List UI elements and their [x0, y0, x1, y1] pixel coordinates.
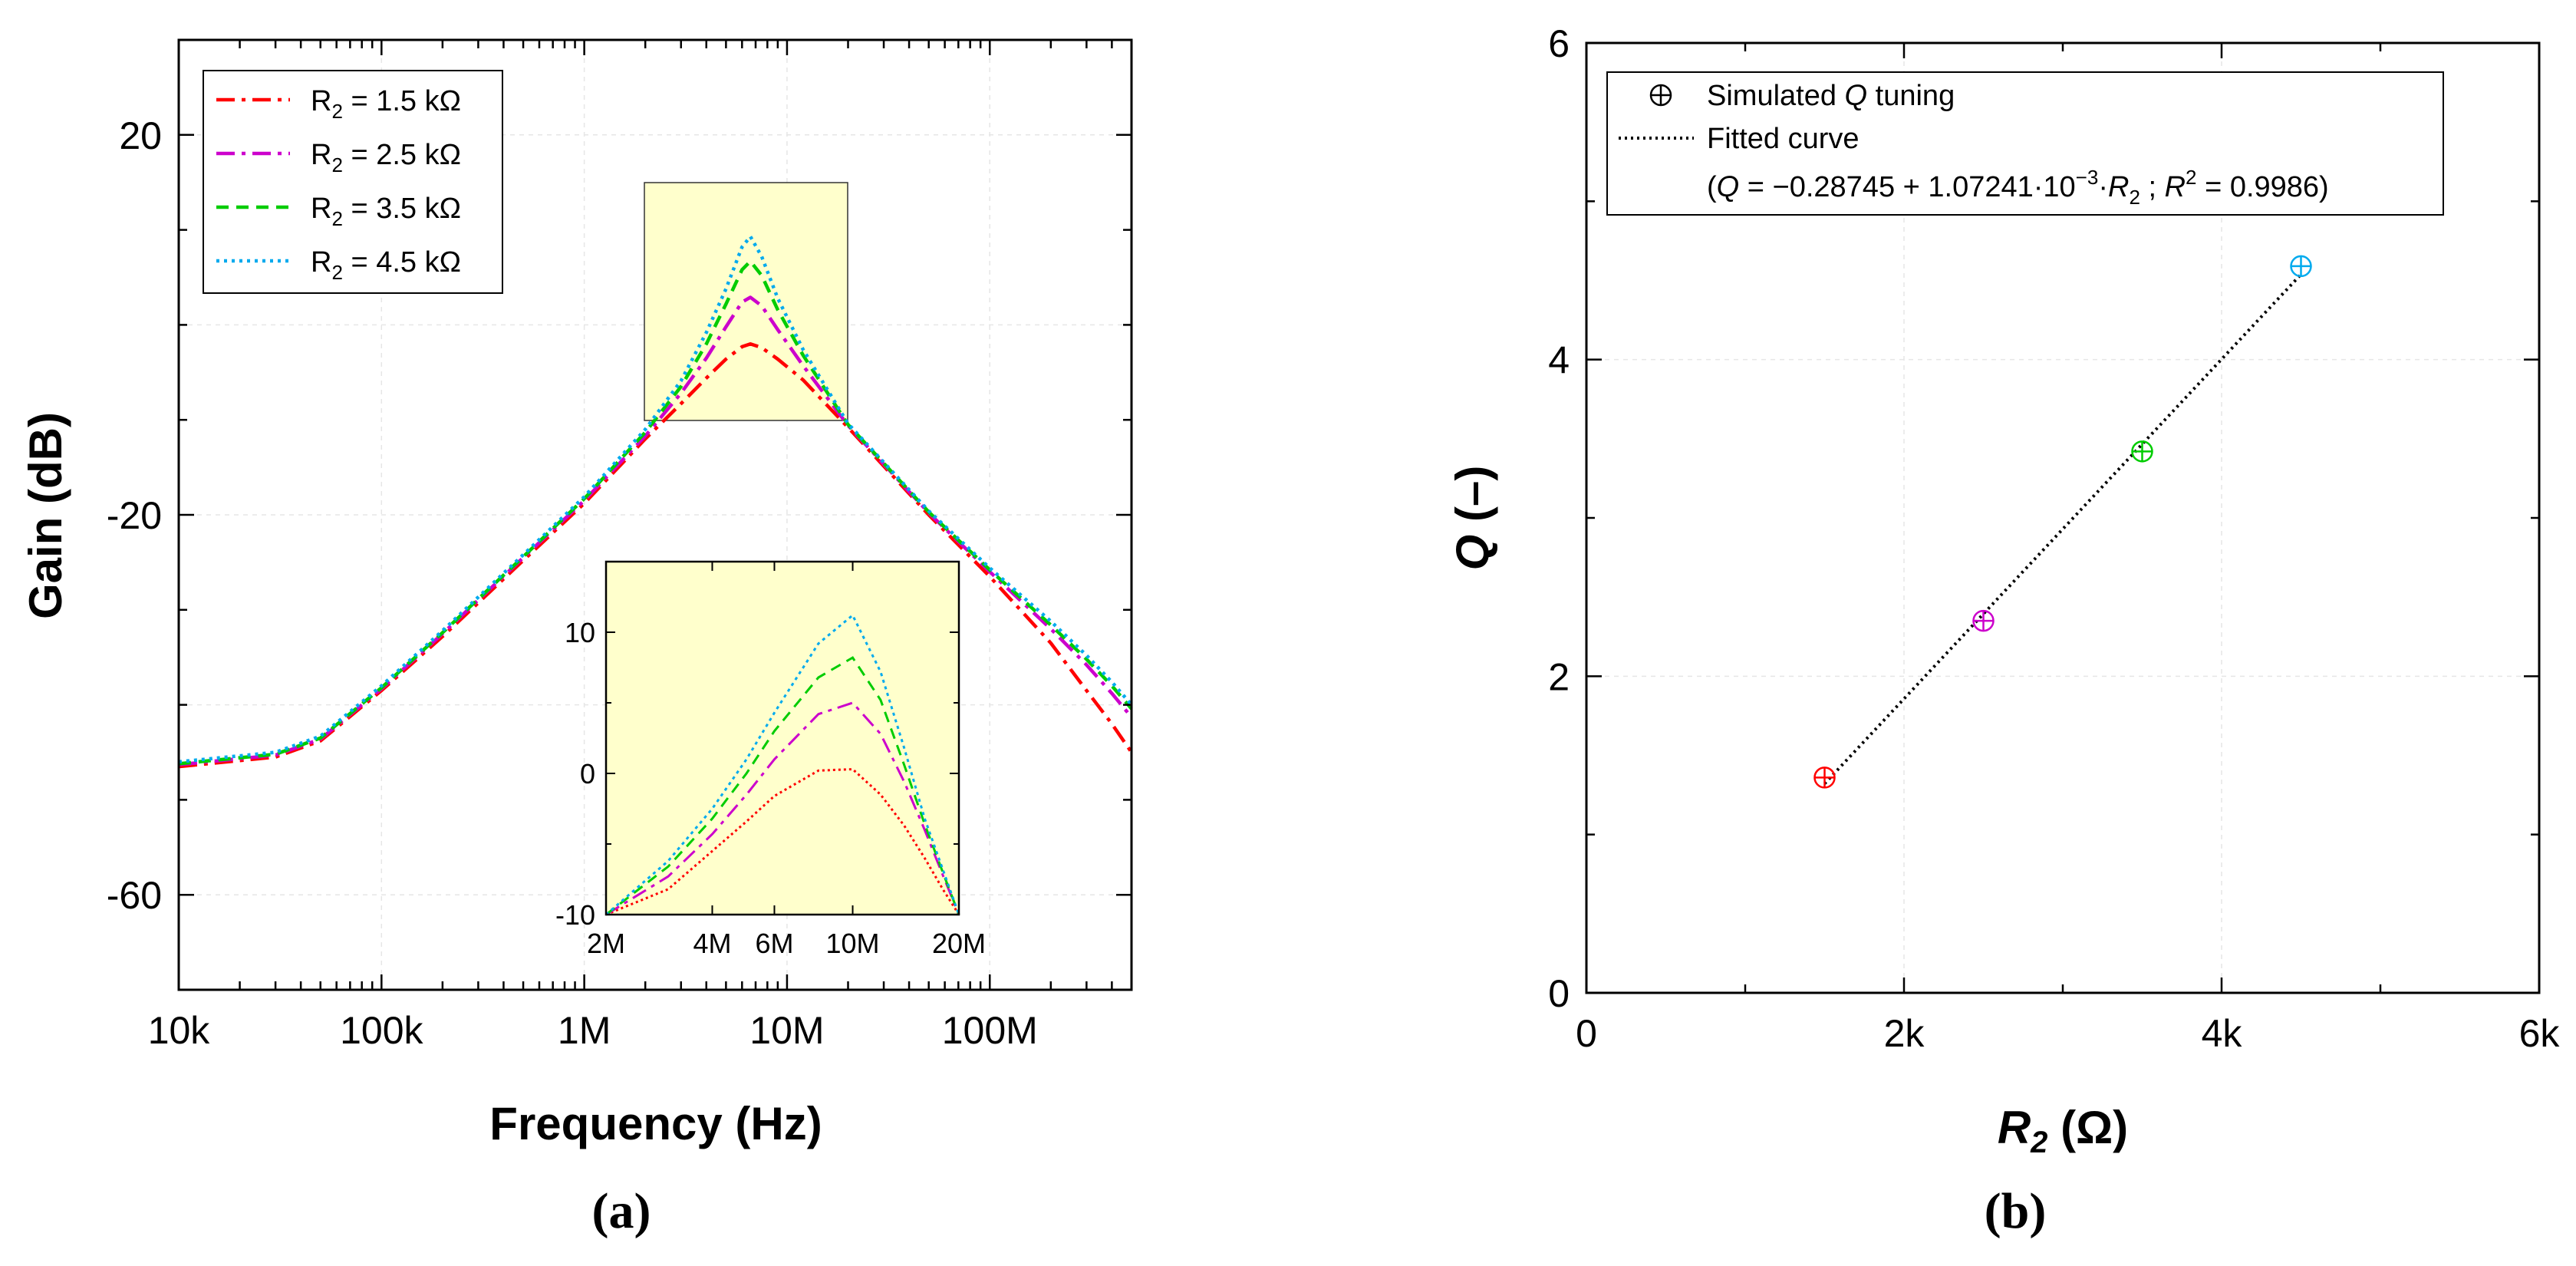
panel-b-x-tick-label: 0 [1576, 1012, 1597, 1055]
gain-series-line [178, 259, 1133, 766]
panel-b-y-tick-label: 4 [1548, 339, 1570, 382]
inset-y-tick-label: 10 [565, 617, 595, 648]
q-data-point [1813, 767, 1836, 789]
inset-y-tick-label: 0 [580, 758, 595, 790]
legend-a-label: R2 = 4.5 kΩ [311, 246, 461, 284]
panel-b-x-tick-label: 4k [2202, 1012, 2243, 1055]
panel-a-y-axis-label: Gain (dB) [20, 412, 71, 619]
panel-a-legend: R2 = 1.5 kΩ R2 = 2.5 kΩ R2 = 3.5 kΩ R2 = 4.… [203, 70, 503, 294]
panel-b-x-axis-label: R2 (Ω) [1998, 1102, 2128, 1159]
inset-y-tick-label: -10 [555, 899, 595, 931]
legend-a-label: R2 = 3.5 kΩ [311, 193, 461, 230]
panel-a-legend-box [203, 70, 503, 294]
panel-b-y-tick-label: 0 [1548, 972, 1570, 1015]
inset-x-tick-label: 6M [755, 928, 793, 959]
panel-b-q-chart: 0 2k 4k 6k 0 2 4 6 Simulated Q tuning Fitted cu… [1447, 22, 2560, 1159]
inset-frame [604, 560, 960, 916]
q-data-point [2131, 440, 2153, 463]
inset-x-tick-label: 10M [826, 928, 880, 959]
inset-series-line [605, 767, 960, 916]
panel-a-y-tick-label: -60 [107, 874, 162, 917]
panel-b-x-tick-label: 2k [1884, 1012, 1925, 1055]
inset-x-tick-label: 2M [587, 928, 625, 959]
panel-a-inset: 2M 4M 6M 10M 20M 10 0 -10 [555, 560, 986, 959]
legend-fit-equation: (Q = −0.28745 + 1.07241·10−3·R2 ; R2 = 0… [1707, 166, 2329, 209]
panel-a-x-axis-label: Frequency (Hz) [489, 1098, 822, 1149]
caption-b: (b) [1985, 1183, 2047, 1239]
panel-b-legend: Simulated Q tuning Fitted curve (Q = −0.… [1606, 71, 2444, 216]
panel-a-x-tick-label: 10k [148, 1009, 211, 1052]
inset-series-line [605, 613, 960, 916]
q-data-point [1972, 609, 1995, 632]
legend-a-label: R2 = 2.5 kΩ [311, 139, 461, 176]
inset-series-line [605, 701, 960, 916]
inset-x-tick-label: 20M [932, 928, 986, 959]
panel-b-legend-box [1606, 71, 2444, 216]
inset-background [606, 562, 959, 915]
panel-a-ticks [177, 38, 1133, 991]
panel-b-y-axis-label: Q (–) [1447, 466, 1498, 571]
legend-fit-label: Fitted curve [1707, 123, 1860, 155]
panel-a-x-tick-label: 10M [749, 1009, 824, 1052]
panel-b-points [1813, 255, 2312, 789]
legend-scatter-label: Simulated Q tuning [1707, 80, 1955, 112]
panel-a-x-tick-label: 100M [942, 1009, 1038, 1052]
panel-a-tick-labels: 10k 100k 1M 10M 100M 20 -20 -60 [107, 114, 1038, 1052]
gain-series-line [178, 235, 1133, 764]
panel-b-tick-labels: 0 2k 4k 6k 0 2 4 6 [1548, 22, 2560, 1055]
panel-b-ticks [1585, 41, 2541, 994]
panel-a-x-tick-label: 1M [558, 1009, 611, 1052]
panel-b-y-tick-label: 2 [1548, 655, 1570, 698]
fitted-curve-line [1823, 273, 2302, 785]
panel-a-y-tick-label: 20 [119, 114, 162, 157]
panel-b-x-tick-label: 6k [2519, 1012, 2561, 1055]
inset-series-line [605, 656, 960, 916]
legend-scatter-marker [1649, 84, 1672, 107]
inset-ticks [605, 562, 960, 915]
gain-series-line [178, 295, 1133, 767]
legend-a-label: R2 = 1.5 kΩ [311, 85, 461, 123]
panel-a-series [178, 235, 1133, 769]
caption-a: (a) [592, 1183, 651, 1239]
q-data-point [2290, 255, 2312, 278]
inset-tick-labels: 2M 4M 6M 10M 20M 10 0 -10 [555, 617, 986, 959]
panel-a-x-tick-label: 100k [340, 1009, 423, 1052]
inset-x-tick-label: 4M [693, 928, 731, 959]
panel-b-y-tick-label: 6 [1548, 22, 1570, 65]
inset-series [605, 613, 960, 916]
gain-series-line [178, 341, 1133, 769]
panel-a-y-tick-label: -20 [107, 494, 162, 537]
panel-a-gain-chart: 10k 100k 1M 10M 100M 20 -20 -60 2M 4M 6M 10M 20M 10 0… [20, 38, 1133, 1149]
